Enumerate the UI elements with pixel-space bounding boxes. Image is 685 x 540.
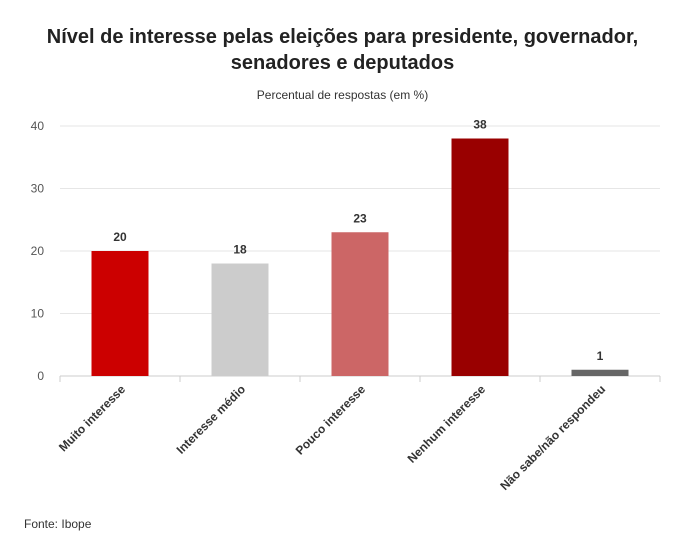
chart-title-line2: senadores e deputados bbox=[230, 52, 455, 74]
bar bbox=[211, 263, 269, 376]
category-label: Nenhum interesse bbox=[405, 382, 489, 466]
chart-subtitle: Percentual de respostas (em %) bbox=[256, 88, 429, 102]
bar bbox=[571, 369, 629, 376]
y-tick-label: 30 bbox=[31, 182, 45, 196]
data-label: 20 bbox=[113, 230, 127, 244]
y-tick-label: 40 bbox=[31, 119, 45, 133]
category-label: Pouco interesse bbox=[293, 382, 369, 458]
data-label: 18 bbox=[233, 243, 247, 257]
chart-title: Nível de interesse pelas eleições para p… bbox=[0, 24, 685, 76]
chart-title-line1: Nível de interesse pelas eleições para p… bbox=[46, 26, 639, 48]
source-note: Fonte: Ibope bbox=[24, 517, 92, 531]
bar bbox=[451, 138, 509, 376]
data-label: 38 bbox=[473, 118, 487, 132]
y-tick-label: 0 bbox=[37, 369, 44, 383]
category-label: Interesse médio bbox=[174, 382, 249, 457]
y-tick-label: 10 bbox=[31, 307, 45, 321]
data-label: 23 bbox=[353, 211, 367, 225]
bar bbox=[91, 251, 149, 376]
data-label: 1 bbox=[597, 349, 604, 363]
category-label: Muito interesse bbox=[56, 382, 128, 454]
y-tick-label: 20 bbox=[31, 244, 45, 258]
bar bbox=[331, 232, 389, 376]
category-label: Não sabe/não respondeu bbox=[497, 382, 608, 493]
